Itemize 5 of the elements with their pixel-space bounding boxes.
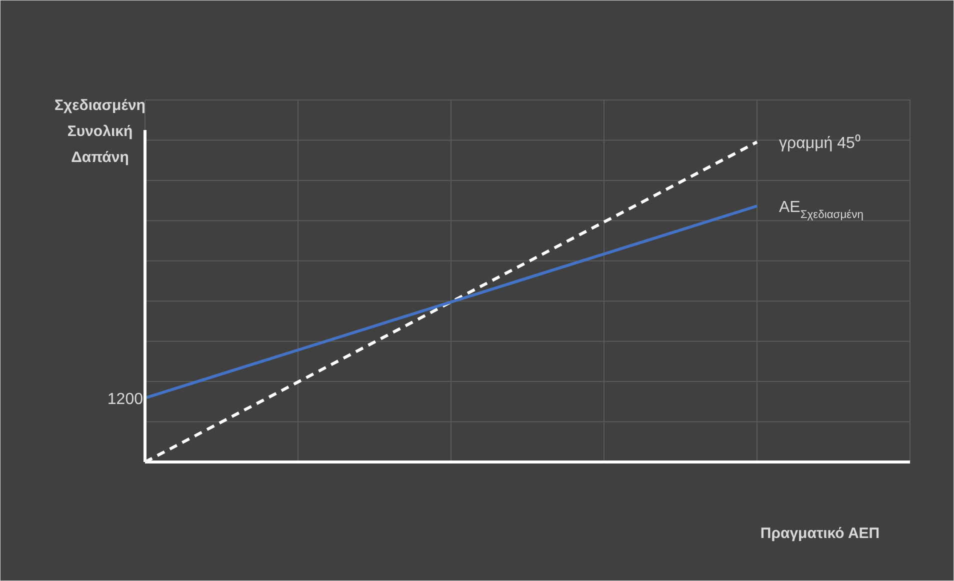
x-axis-title: Πραγματικό ΑΕΠ — [760, 525, 880, 542]
series-label: γραμμή 45⁰ — [779, 134, 861, 152]
series-label: AE$_{Σχεδιασμένη}$ — [779, 199, 864, 221]
y-axis-title: Σχεδιασμένη Συνολική Δαπάνη — [54, 97, 146, 166]
text: 1200 — [107, 391, 144, 408]
